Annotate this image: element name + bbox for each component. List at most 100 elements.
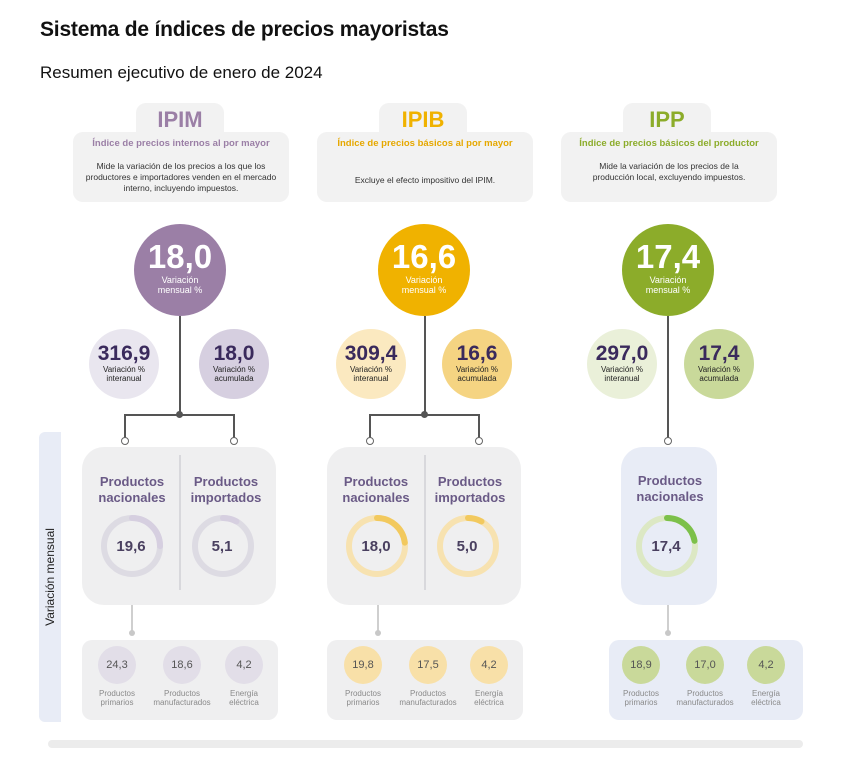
ipib-national-value: 18,0 [361,538,391,555]
ipib-national-ring [346,515,408,577]
ipib-connector-v [424,316,426,414]
ipp-connector-v [667,316,669,439]
ipim-product-imported-title: Productos importados [190,474,262,505]
page-title: Sistema de índices de precios mayoristas [40,18,449,41]
ipim-connector-right [233,414,235,439]
ipim-accumulated-circle: 18,0 Variación % acumulada [199,329,269,399]
ipib-sub-energia-circle: 4,2 [470,646,508,684]
ipib-imported-value: 5,0 [456,538,478,555]
ipp-interannual-circle: 297,0 Variación % interanual [587,329,657,399]
ipib-accumulated-value: 16,6 [456,342,498,365]
page-subtitle: Resumen ejecutivo de enero de 2024 [40,63,323,82]
ipp-interannual-value: 297,0 [595,342,649,365]
ipib-left-ring-dot [366,437,374,445]
ipib-sub-primarios-circle: 19,8 [344,646,382,684]
ipib-sub-dot [375,630,381,636]
ipp-sub-energia-circle: 4,2 [747,646,785,684]
ipib-accumulated-label: Variación % acumulada [455,365,499,383]
ipim-imported-ring [192,515,254,577]
ipim-card: Índice de precios internos al por mayor … [73,132,289,202]
ipp-monthly-value: 17,4 [635,238,701,275]
ipib-card: Índice de precios básicos al por mayor E… [317,132,533,202]
ipp-interannual-label: Variación % interanual [600,365,644,383]
ipp-sub-energia-label: Energía eléctrica [751,689,781,707]
ipim-sub-dot [129,630,135,636]
ipim-imported-value: 5,1 [211,538,233,555]
ipp-full-name: Índice de precios básicos del productor [579,138,759,149]
ipim-left-ring-dot [121,437,129,445]
ipim-national-ring-arc [101,515,163,577]
ipib-connector-left [369,414,371,439]
ipim-sub-manufacturados-label: Productos manufacturados [153,689,211,707]
ipib-product-imported-title: Productos importados [434,474,506,505]
ipp-national-ring [636,515,698,577]
ipib-imported-ring-arc [437,515,499,577]
ipib-right-ring-dot [475,437,483,445]
ipib-connector-h [369,414,479,416]
ipim-sub-connector [131,605,133,633]
ipim-description: Mide la variación de los precios a los q… [85,161,277,193]
ipp-sub-connector [667,605,669,633]
ipim-full-name: Índice de precios internos al por mayor [92,138,270,149]
ipim-right-ring-dot [230,437,238,445]
ipp-sub-primarios-label: Productos primarios [622,689,660,707]
ipp-national-value: 17,4 [651,538,681,555]
ipim-interannual-circle: 316,9 Variación % interanual [89,329,159,399]
ipp-ring-dot [664,437,672,445]
ipp-monthly-circle: 17,4 Variación mensual % [622,224,714,316]
ipp-product-national-title: Productos nacionales [636,473,704,504]
ipim-monthly-label: Variación mensual % [157,275,203,295]
ipib-tab: IPIB [379,103,467,135]
ipim-sub-energia-circle: 4,2 [225,646,263,684]
ipp-sub-primarios-circle: 18,9 [622,646,660,684]
ipib-monthly-label: Variación mensual % [401,275,447,295]
ipim-accumulated-label: Variación % acumulada [212,365,256,383]
ipib-interannual-circle: 309,4 Variación % interanual [336,329,406,399]
ipp-accumulated-label: Variación % acumulada [697,365,741,383]
bottom-bar [48,740,803,748]
ipim-interannual-label: Variación % interanual [102,365,146,383]
ipp-card: Índice de precios básicos del productor … [561,132,777,202]
ipim-sub-manufacturados-circle: 18,6 [163,646,201,684]
ipim-imported-ring-arc [192,515,254,577]
ipib-national-ring-arc [346,515,408,577]
ipib-sub-manufacturados-label: Productos manufacturados [399,689,457,707]
ipp-tab: IPP [623,103,711,135]
ipim-product-national-title: Productos nacionales [98,474,166,505]
ipp-sub-manufacturados-label: Productos manufacturados [676,689,734,707]
side-bar [39,432,61,722]
ipim-tab: IPIM [136,103,224,135]
ipib-sub-manufacturados-circle: 17,5 [409,646,447,684]
ipib-sub-energia-label: Energía eléctrica [474,689,504,707]
ipib-interannual-value: 309,4 [344,342,398,365]
ipim-sub-primarios-circle: 24,3 [98,646,136,684]
ipp-sub-dot [665,630,671,636]
ipib-sub-connector [377,605,379,633]
ipim-national-value: 19,6 [116,538,146,555]
ipp-accumulated-circle: 17,4 Variación % acumulada [684,329,754,399]
ipib-interannual-label: Variación % interanual [349,365,393,383]
ipim-sub-primarios-label: Productos primarios [98,689,136,707]
ipib-connector-right [478,414,480,439]
ipim-accumulated-value: 18,0 [213,342,255,365]
ipib-full-name: Índice de precios básicos al por mayor [337,138,513,149]
ipim-national-ring [101,515,163,577]
ipp-monthly-label: Variación mensual % [645,275,691,295]
ipp-sub-manufacturados-circle: 17,0 [686,646,724,684]
ipib-monthly-circle: 16,6 Variación mensual % [378,224,470,316]
ipim-monthly-value: 18,0 [147,238,213,275]
ipim-connector-left [124,414,126,439]
ipp-products-box [621,447,717,605]
ipim-products-divider [179,455,181,590]
ipp-accumulated-value: 17,4 [698,342,740,365]
ipib-product-national-title: Productos nacionales [342,474,410,505]
ipib-monthly-value: 16,6 [391,238,457,275]
ipib-description: Excluye el efecto impositivo del IPIM. [354,175,496,185]
ipp-description: Mide la variación de los precios de la p… [592,161,746,182]
ipib-imported-ring [437,515,499,577]
side-label: Variación mensual [43,528,57,626]
ipib-products-divider [424,455,426,590]
ipp-national-ring-arc [636,515,698,577]
ipib-sub-primarios-label: Productos primarios [344,689,382,707]
ipib-accumulated-circle: 16,6 Variación % acumulada [442,329,512,399]
